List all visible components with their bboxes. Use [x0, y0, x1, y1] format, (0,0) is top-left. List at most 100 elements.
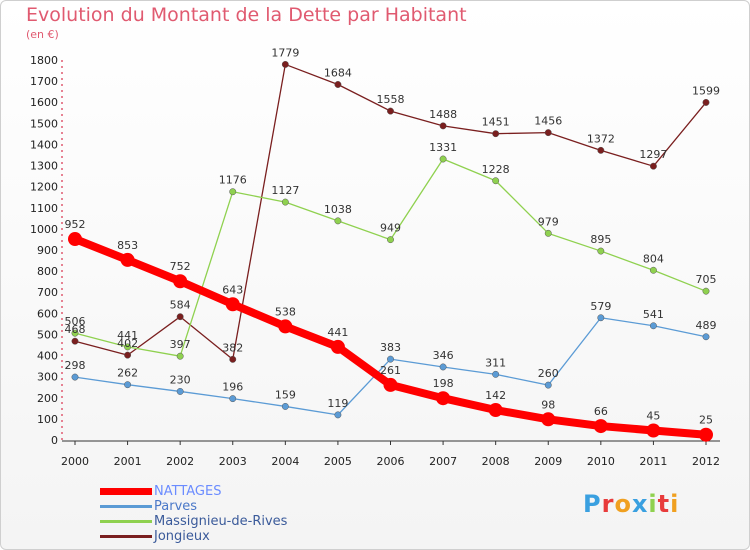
- legend-swatch: [100, 488, 152, 495]
- data-label: 262: [117, 367, 138, 380]
- data-point: [492, 177, 500, 185]
- proxiti-logo: Proxiti: [583, 490, 680, 518]
- data-point: [649, 322, 657, 330]
- data-label: 1684: [324, 66, 352, 79]
- legend-swatch: [100, 505, 152, 508]
- legend: NATTAGES Parves Massignieu-de-Rives Jong…: [100, 484, 287, 544]
- data-point: [597, 247, 605, 255]
- y-tick-label: 500: [37, 328, 58, 341]
- x-tick-label: 2008: [482, 455, 510, 468]
- data-label: 1331: [429, 141, 457, 154]
- legend-label: Massignieu-de-Rives: [154, 514, 288, 529]
- data-label: 260: [538, 367, 559, 380]
- data-label: 66: [594, 405, 608, 418]
- data-point: [281, 402, 289, 410]
- x-tick-label: 2010: [587, 455, 615, 468]
- data-label: 489: [696, 319, 717, 332]
- data-label: 142: [485, 389, 506, 402]
- data-point: [699, 427, 713, 442]
- data-label: 1297: [639, 148, 667, 161]
- x-tick-label: 2004: [271, 455, 299, 468]
- data-point: [541, 412, 556, 427]
- x-tick-label: 2007: [429, 455, 457, 468]
- data-point: [173, 274, 188, 289]
- x-tick-label: 2000: [61, 455, 89, 468]
- data-point: [281, 60, 289, 68]
- data-label: 752: [170, 260, 191, 273]
- data-point: [649, 162, 657, 170]
- data-point: [649, 266, 657, 274]
- data-point: [334, 217, 342, 225]
- data-label: 979: [538, 215, 559, 228]
- y-tick-label: 1400: [30, 138, 58, 151]
- data-point: [330, 339, 345, 354]
- data-point: [229, 355, 237, 363]
- data-label: 506: [65, 315, 86, 328]
- data-label: 441: [327, 326, 348, 339]
- data-point: [492, 370, 500, 378]
- data-label: 261: [380, 364, 401, 377]
- y-tick-label: 400: [37, 350, 58, 363]
- data-point: [593, 419, 608, 434]
- data-label: 196: [222, 381, 243, 394]
- x-tick-label: 2003: [219, 455, 247, 468]
- y-tick-label: 1000: [30, 223, 58, 236]
- data-point: [334, 81, 342, 88]
- data-point: [71, 337, 79, 345]
- data-point: [120, 252, 135, 267]
- legend-swatch: [100, 535, 152, 538]
- y-tick-label: 0: [51, 434, 58, 447]
- data-point: [334, 411, 342, 419]
- y-tick-label: 800: [37, 265, 58, 278]
- data-label: 346: [433, 349, 454, 362]
- data-point: [124, 343, 132, 351]
- y-tick-label: 1200: [30, 181, 58, 194]
- legend-item-jongieux: Jongieux: [100, 529, 287, 544]
- y-tick-label: 300: [37, 371, 58, 384]
- data-point: [439, 122, 447, 130]
- data-point: [387, 236, 394, 244]
- data-point: [225, 297, 240, 312]
- axes: 0 100 200 300 400 500 600 700 800 900 1000 1100 1200…: [30, 54, 720, 468]
- data-label: 1599: [692, 84, 720, 97]
- y-tick-label: 1100: [30, 202, 58, 215]
- chart-title: Evolution du Montant de la Dette par Hab…: [26, 4, 467, 26]
- data-point: [68, 232, 82, 247]
- data-label: 952: [65, 218, 86, 231]
- data-point: [387, 355, 394, 363]
- x-tick-label: 2006: [377, 455, 405, 468]
- x-tick-label: 2011: [639, 455, 667, 468]
- data-point: [176, 313, 184, 321]
- x-tick-label: 2009: [534, 455, 562, 468]
- data-point: [176, 387, 184, 395]
- x-tick-label: 2012: [692, 455, 720, 468]
- y-tick-label: 900: [37, 244, 58, 257]
- data-point: [124, 351, 132, 359]
- series-line: [74, 158, 707, 357]
- data-point: [702, 333, 710, 341]
- data-label: 1456: [534, 115, 562, 128]
- data-point: [492, 130, 500, 138]
- y-tick-label: 600: [37, 307, 58, 320]
- data-point: [383, 377, 398, 392]
- legend-item-parves: Parves: [100, 499, 287, 514]
- data-point: [702, 98, 710, 106]
- data-point: [439, 155, 447, 163]
- unit-label: (en €): [26, 28, 59, 41]
- data-label: 895: [590, 233, 611, 246]
- data-point: [278, 319, 293, 334]
- legend-item-massignieu: Massignieu-de-Rives: [100, 514, 287, 529]
- data-label: 541: [643, 308, 664, 321]
- data-label: 198: [433, 377, 454, 390]
- data-label: 468: [65, 323, 86, 336]
- data-label: 159: [275, 388, 296, 401]
- data-point: [544, 129, 552, 137]
- data-point: [71, 329, 79, 337]
- data-label: 25: [699, 414, 713, 427]
- data-point: [387, 107, 394, 115]
- data-point: [124, 381, 132, 389]
- data-label: 441: [117, 329, 138, 342]
- data-label: 579: [590, 300, 611, 313]
- legend-item-nattages: NATTAGES: [100, 484, 287, 499]
- data-label: 1038: [324, 203, 352, 216]
